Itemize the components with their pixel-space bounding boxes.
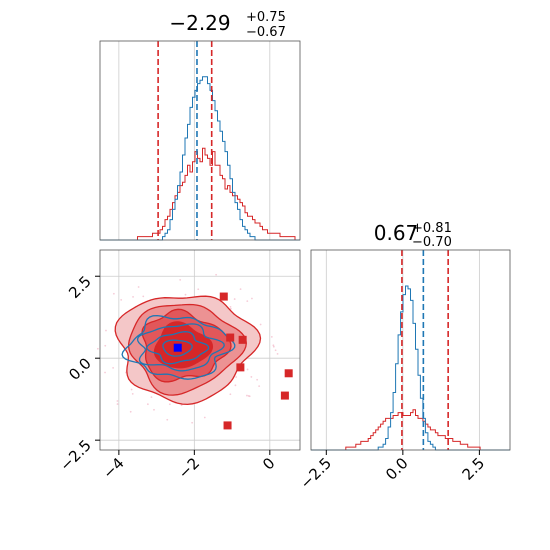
scatter-point (120, 298, 123, 301)
contour-xtick-label: −2 (175, 454, 203, 482)
scatter-point (179, 278, 182, 281)
contour-yticks: −2.5 0.0 2.5 (56, 272, 100, 475)
contour-xtick-label: −4 (99, 454, 127, 482)
contour-markers (173, 292, 293, 430)
hist-2-frame (310, 249, 511, 451)
contour-xticks: −4 −2 0 (99, 450, 279, 482)
scatter-point (251, 297, 253, 300)
scatter-point (258, 385, 261, 388)
red-square-marker (238, 335, 247, 344)
scatter-point (146, 403, 149, 406)
contour-xtick-label: 0 (259, 454, 278, 473)
scatter-point (250, 376, 253, 378)
scatter-point (131, 392, 134, 395)
scatter-point (246, 394, 248, 397)
scatter-point (270, 336, 273, 338)
param-2-minus: −0.70 (412, 235, 452, 250)
blue-contour-level (146, 331, 210, 365)
hist-2-grid (325, 250, 480, 450)
hist-1-frame (99, 40, 301, 241)
scatter-point (246, 368, 249, 371)
red-square-marker (219, 292, 228, 301)
scatter-point (184, 293, 187, 296)
scatter-point (248, 395, 251, 398)
red-square-marker (236, 363, 245, 372)
scatter-point (180, 404, 183, 407)
param-2-plus: +0.81 (412, 221, 452, 236)
hist-2-marks (311, 250, 510, 451)
red-square-marker (226, 333, 235, 342)
scatter-point (112, 292, 115, 295)
scatter-point (239, 288, 242, 291)
scatter-point (203, 416, 206, 419)
scatter-point (229, 305, 232, 308)
scatter-point (137, 286, 140, 288)
scatter-point (150, 396, 153, 399)
hist-panel-1: −2.29 +0.75 −0.67 (99, 10, 301, 241)
hist-panel-2: 0.67 +0.81 −0.70 −2.5 0.0 2.5 (297, 221, 511, 493)
scatter-point (234, 384, 237, 387)
hist-2-blue-series (311, 285, 510, 451)
scatter-point (229, 393, 232, 396)
scatter-point (112, 366, 115, 369)
param-1-median: −2.29 (169, 11, 230, 35)
scatter-point (246, 300, 249, 302)
scatter-point (105, 329, 107, 332)
scatter-point (168, 403, 171, 406)
contour-ytick-label: −2.5 (56, 436, 94, 474)
red-contours (114, 295, 262, 406)
hist-2-tick-label: −2.5 (297, 454, 335, 492)
blue-contours (121, 314, 236, 380)
scatter-point (96, 347, 99, 350)
scatter-point (274, 349, 277, 352)
scatter-point (153, 408, 155, 411)
scatter-point (276, 353, 279, 355)
param-2-median: 0.67 (374, 221, 419, 245)
hist-2-red-series (311, 409, 510, 451)
hist-2-xticks: −2.5 0.0 2.5 (297, 450, 489, 493)
contour-ytick-label: 0.0 (65, 354, 95, 384)
red-square-marker (284, 369, 293, 378)
scatter-point (233, 298, 236, 300)
scatter-point (116, 403, 119, 405)
hist-1-red-series (100, 147, 300, 241)
scatter-point (191, 421, 194, 424)
contour-panel: −4 −2 0 −2.5 0.0 2.5 (56, 249, 301, 482)
contour-ytick-label: 2.5 (65, 272, 95, 302)
blue-square-marker (173, 343, 182, 352)
contour-frame (99, 249, 301, 451)
scatter-point (104, 371, 106, 374)
scatter-point (129, 410, 132, 413)
scatter-point (197, 288, 200, 291)
scatter-point (235, 376, 238, 378)
red-square-marker (280, 391, 289, 400)
scatter-point (215, 273, 218, 276)
contour-grid (100, 250, 300, 450)
param-1-plus: +0.75 (246, 10, 286, 25)
scatter-point (256, 378, 259, 381)
scatter-point (259, 323, 262, 326)
blue-contour-level (136, 323, 225, 372)
param-1-minus: −0.67 (246, 25, 286, 40)
red-square-marker (223, 421, 232, 430)
scatter-point (130, 388, 133, 391)
hist-2-tick-label: 2.5 (459, 454, 489, 484)
scatter-point (272, 344, 275, 347)
scatter-point (229, 307, 232, 310)
hist-2-tick-label: 0.0 (382, 454, 412, 484)
blue-contour-level (121, 314, 236, 380)
scatter-point (116, 400, 119, 402)
hist-1-grid (118, 41, 271, 240)
scatter-point (104, 344, 107, 347)
blue-contour-level (162, 339, 193, 357)
scatter-point (272, 345, 275, 348)
param-2-title: 0.67 (374, 221, 419, 245)
scatter-point (166, 418, 169, 421)
scatter-point (142, 295, 145, 298)
param-1-title: −2.29 (169, 11, 230, 35)
scatter-point (132, 295, 134, 298)
